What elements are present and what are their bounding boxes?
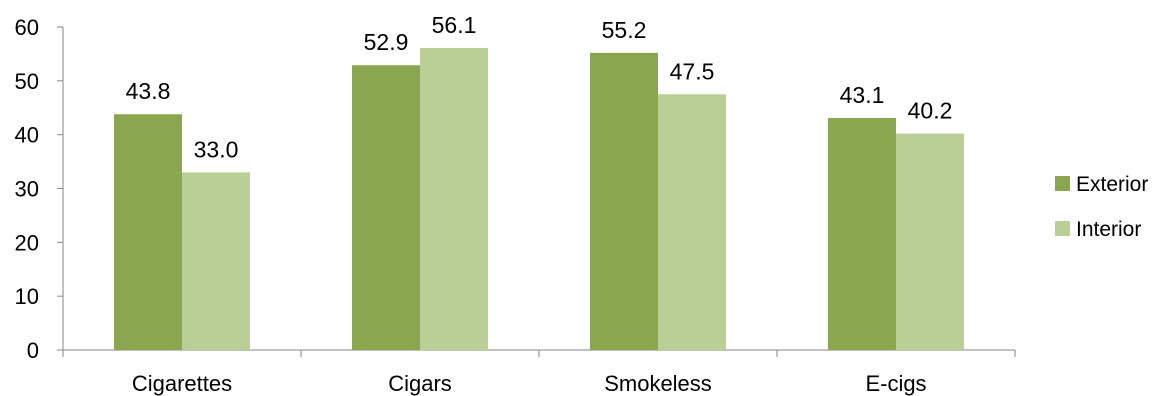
plot-area: 43.8 52.9 55.2 43.1 33.0 56.1 47.5 40.2 [114, 12, 964, 351]
data-label: 43.1 [840, 82, 885, 108]
y-tick-label: 50 [15, 69, 39, 94]
x-tick-label: Cigars [388, 371, 452, 396]
legend-swatch-interior [1055, 221, 1070, 236]
y-tick-label: 0 [27, 338, 39, 363]
x-tick-label: Smokeless [604, 371, 712, 396]
data-label: 52.9 [364, 29, 409, 55]
bar-exterior [114, 114, 182, 351]
y-tick-label: 40 [15, 123, 39, 148]
legend-label: Interior [1076, 218, 1141, 241]
bar-interior [658, 94, 726, 351]
data-label: 33.0 [194, 136, 239, 162]
legend: Exterior Interior [1055, 173, 1148, 241]
y-tick-label: 10 [15, 284, 39, 309]
data-label: 40.2 [908, 98, 953, 124]
x-axis: Cigarettes Cigars Smokeless E-cigs [62, 349, 1016, 396]
bar-interior [896, 133, 964, 350]
bar-exterior [352, 65, 420, 350]
y-axis: 0 10 20 30 40 50 60 [15, 15, 64, 363]
x-tick-label: E-cigs [865, 371, 926, 396]
y-tick-label: 60 [15, 15, 39, 40]
x-tick-label: Cigarettes [132, 371, 232, 396]
data-label: 47.5 [670, 58, 715, 84]
y-tick-label: 20 [15, 230, 39, 255]
bar-exterior [828, 117, 896, 350]
y-tick-label: 30 [15, 177, 39, 202]
data-label: 56.1 [432, 12, 477, 38]
bar-interior [420, 47, 488, 351]
data-label: 55.2 [602, 17, 647, 43]
bar-exterior [590, 52, 658, 351]
data-label: 43.8 [126, 78, 171, 104]
bar-interior [182, 172, 250, 350]
legend-label: Exterior [1076, 173, 1148, 196]
legend-swatch-exterior [1055, 176, 1070, 191]
